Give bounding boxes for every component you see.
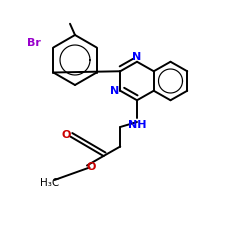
Text: N: N bbox=[110, 86, 120, 96]
Text: N: N bbox=[132, 52, 141, 62]
Text: H₃C: H₃C bbox=[40, 178, 60, 188]
Text: NH: NH bbox=[128, 120, 146, 130]
Text: Br: Br bbox=[27, 38, 41, 48]
Text: O: O bbox=[61, 130, 70, 140]
Text: O: O bbox=[86, 162, 96, 172]
